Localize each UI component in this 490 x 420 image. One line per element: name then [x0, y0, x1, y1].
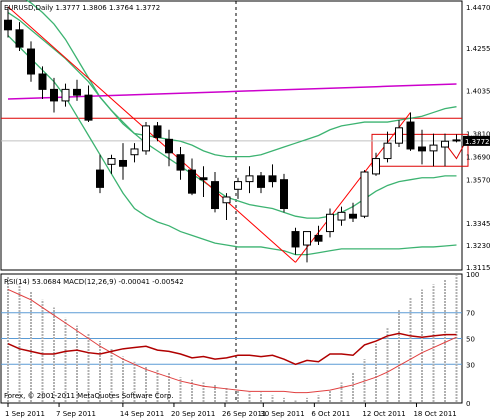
price-axis-label: 1.3230 — [466, 242, 490, 250]
candle-body[interactable] — [165, 138, 173, 154]
candle-body[interactable] — [429, 144, 438, 152]
symbol-header: EURUSD,Daily 1.3777 1.3806 1.3764 1.3772 — [4, 4, 160, 12]
bollinger-mid-line — [7, 11, 457, 219]
current-price-label: 1.3772 — [465, 138, 490, 146]
candle-body[interactable] — [280, 179, 288, 210]
axis-labels: 1.4470 1.4255 1.4035 1.3810 1.3570 1.3345 1.32… — [5, 4, 490, 418]
candle-body[interactable] — [107, 158, 116, 165]
time-axis-label: 20 Sep 2011 — [171, 410, 215, 418]
indicator-axis-label: 50 — [466, 336, 475, 344]
moving-average-line — [7, 83, 457, 100]
candle-body[interactable] — [199, 177, 208, 181]
bollinger-upper-line — [25, 0, 457, 158]
candle-body[interactable] — [84, 94, 93, 121]
candle-body[interactable] — [383, 142, 392, 160]
price-axis-label: 1.3690 — [466, 154, 490, 162]
trendline — [7, 6, 296, 263]
candle-body[interactable] — [326, 213, 334, 233]
candle-body[interactable] — [38, 73, 47, 90]
main-plot — [1, 0, 469, 403]
candle-body[interactable] — [268, 175, 277, 183]
time-axis-label: 18 Oct 2011 — [413, 410, 456, 418]
candle-body[interactable] — [337, 211, 346, 221]
time-axis-label: 26 Sep 2011 — [222, 410, 266, 418]
candle-body[interactable] — [73, 88, 81, 96]
candle-body[interactable] — [452, 139, 461, 142]
candle-body[interactable] — [222, 196, 231, 204]
candle-body[interactable] — [176, 154, 185, 171]
indicator-axis-label: 0 — [466, 400, 470, 408]
time-axis-label: 12 Oct 2011 — [362, 410, 405, 418]
candle-body[interactable] — [314, 234, 323, 242]
indicator-axis-label: 30 — [466, 361, 475, 369]
current-price-tag — [463, 135, 490, 146]
consolidation-box — [371, 133, 469, 167]
macd-signal-line — [7, 289, 457, 394]
candle-body[interactable] — [96, 169, 104, 188]
price-axis-label: 1.3810 — [466, 131, 490, 139]
candle-body[interactable] — [188, 169, 196, 194]
candle-body[interactable] — [4, 19, 12, 31]
price-axis-label: 1.4255 — [466, 45, 490, 53]
price-axis-label: 1.3345 — [466, 220, 490, 228]
indicator-axis-label: 100 — [466, 271, 479, 279]
candle-body[interactable] — [372, 158, 380, 175]
time-axis-label: 30 Sep 2011 — [260, 410, 304, 418]
candle-body[interactable] — [142, 125, 150, 152]
candle-body[interactable] — [50, 88, 58, 102]
candle-body[interactable] — [61, 88, 70, 102]
candle-body[interactable] — [360, 171, 369, 217]
time-axis-label: 1 Sep 2011 — [5, 410, 45, 418]
indicator-plot — [1, 275, 462, 402]
candle-body[interactable] — [130, 148, 139, 156]
price-axis-label: 1.4035 — [466, 87, 490, 95]
time-axis-label: 6 Oct 2011 — [311, 410, 350, 418]
candle-body[interactable] — [418, 146, 426, 152]
copyright-text: Forex, © 2001-2011 MetaQuotes Software C… — [4, 392, 174, 400]
candle-body[interactable] — [153, 125, 162, 138]
indicator-header: RSI(14) 53.0684 MACD(12,26,9) -0.00041 -… — [4, 278, 184, 286]
candle-body[interactable] — [291, 231, 300, 248]
bollinger-lower-line — [7, 35, 457, 256]
candle-body[interactable] — [211, 181, 219, 210]
candle-body[interactable] — [406, 121, 415, 150]
candle-body[interactable] — [303, 231, 311, 246]
price-axis-label: 1.3115 — [466, 264, 490, 272]
price-axis-label: 1.4470 — [466, 4, 490, 12]
price-axis-label: 1.3570 — [466, 177, 490, 185]
candle-body[interactable] — [441, 140, 449, 148]
indicator-axis-label: 70 — [466, 310, 475, 318]
candle-body[interactable] — [234, 181, 242, 190]
time-axis-label: 7 Sep 2011 — [56, 410, 96, 418]
candle-body[interactable] — [395, 127, 403, 144]
candle-body[interactable] — [245, 175, 254, 183]
candle-body[interactable] — [119, 159, 127, 167]
candle-body[interactable] — [27, 48, 35, 75]
candle-body[interactable] — [349, 213, 357, 219]
candle-body[interactable] — [257, 175, 265, 188]
time-axis-label: 14 Sep 2011 — [120, 410, 164, 418]
main-panel[interactable] — [0, 0, 463, 271]
candle-body[interactable] — [15, 29, 24, 48]
rsi-line — [7, 332, 457, 366]
